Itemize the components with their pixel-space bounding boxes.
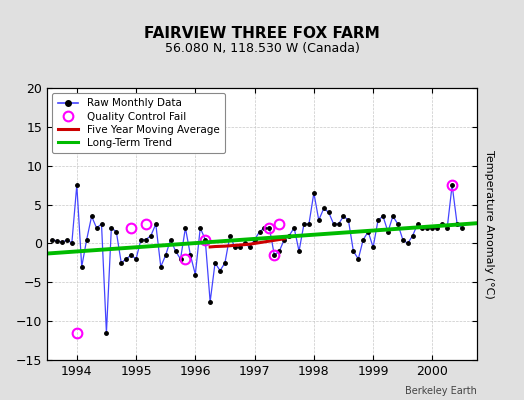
- Legend: Raw Monthly Data, Quality Control Fail, Five Year Moving Average, Long-Term Tren: Raw Monthly Data, Quality Control Fail, …: [52, 93, 225, 153]
- Text: FAIRVIEW THREE FOX FARM: FAIRVIEW THREE FOX FARM: [144, 26, 380, 41]
- Text: 56.080 N, 118.530 W (Canada): 56.080 N, 118.530 W (Canada): [165, 42, 359, 55]
- Text: Berkeley Earth: Berkeley Earth: [405, 386, 477, 396]
- Y-axis label: Temperature Anomaly (°C): Temperature Anomaly (°C): [484, 150, 494, 298]
